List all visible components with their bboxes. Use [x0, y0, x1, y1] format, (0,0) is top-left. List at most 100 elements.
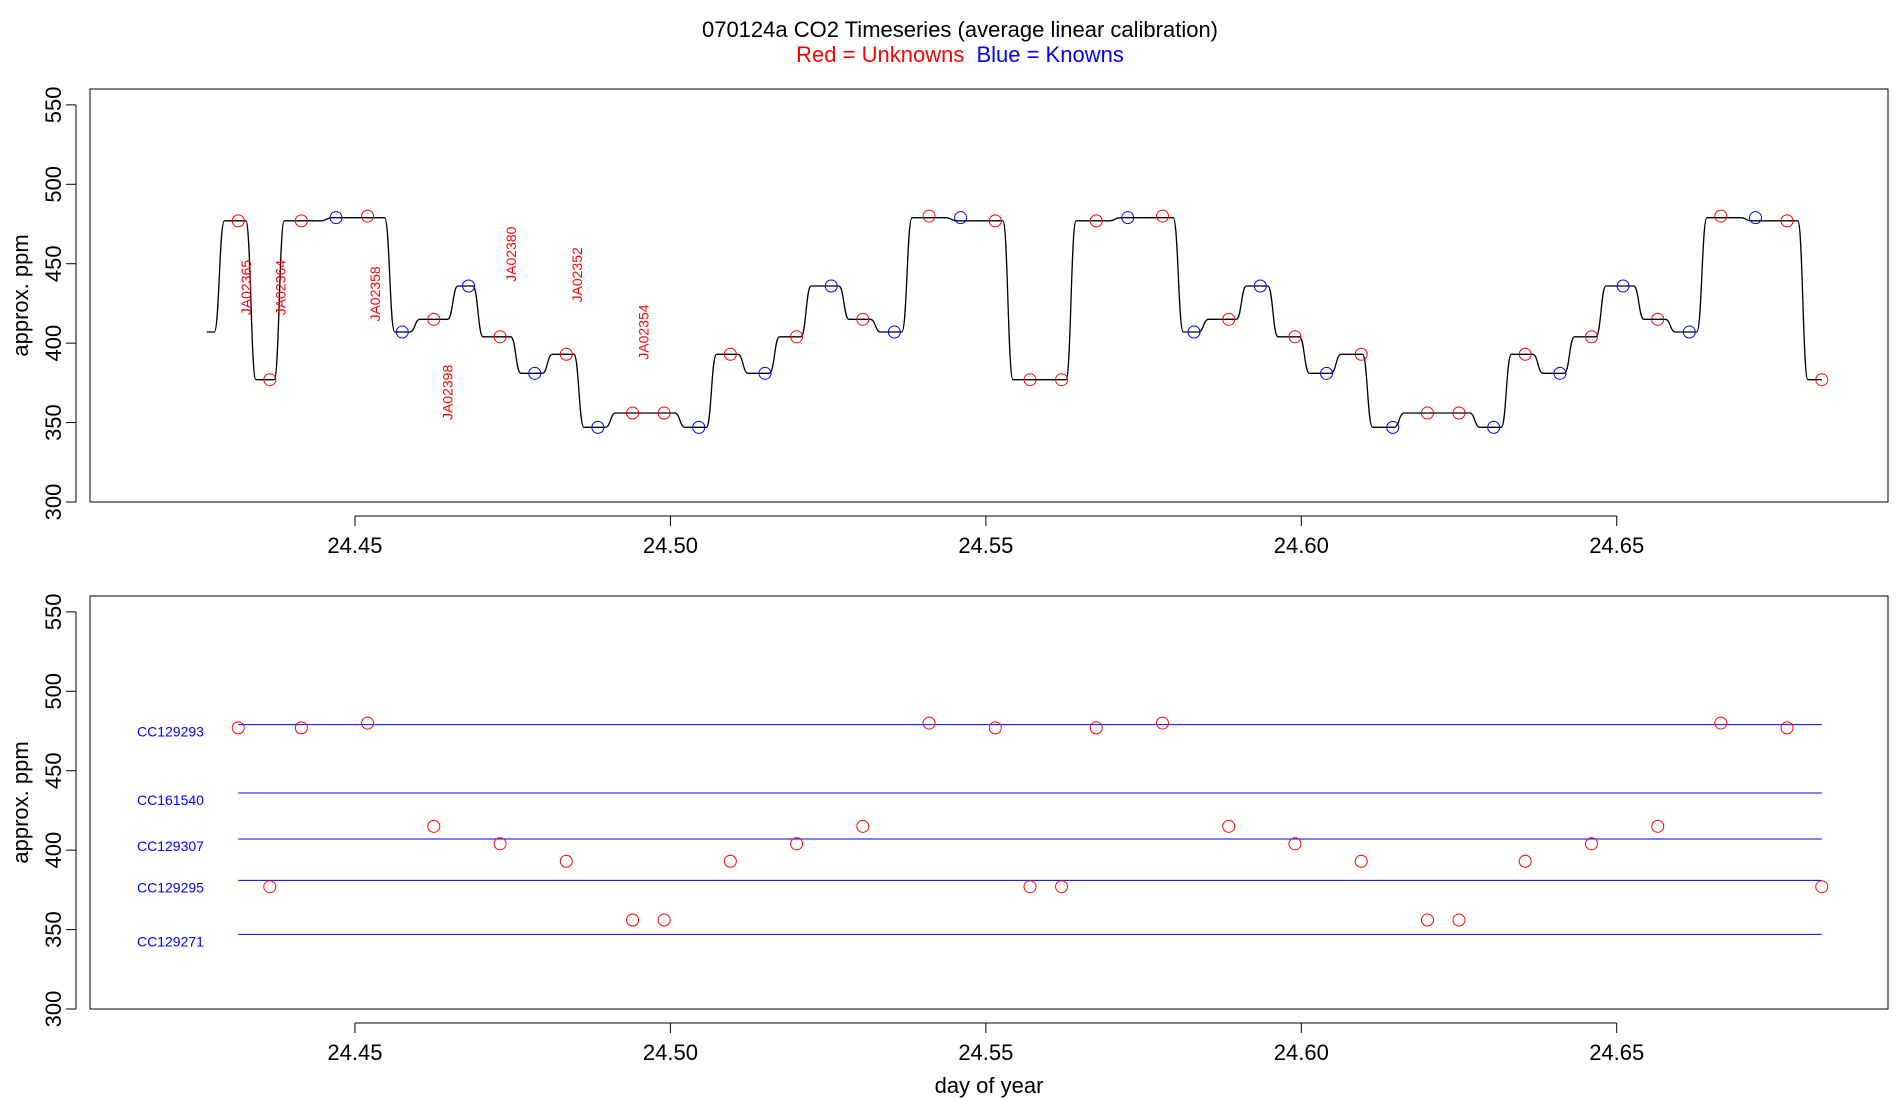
plot-frame: [89, 595, 1889, 1010]
unknown-point: [1452, 406, 1466, 420]
y-tick-label: 400: [41, 325, 66, 362]
unknown-point: [626, 406, 640, 420]
reference-label-cc161540: CC161540: [137, 792, 204, 808]
x-tick-label: 24.60: [1274, 533, 1329, 558]
unknown-point: [1354, 854, 1368, 868]
unknown-point: [427, 312, 441, 326]
known-point: [824, 279, 838, 293]
unknown-point: [1780, 214, 1794, 228]
sample-id-label: JA02380: [503, 226, 519, 281]
y-tick-label: 400: [41, 832, 66, 869]
unknown-point: [856, 312, 870, 326]
known-point: [528, 366, 542, 380]
unknown-point: [1651, 312, 1665, 326]
unknown-point: [1023, 880, 1037, 894]
known-point: [1253, 279, 1267, 293]
unknown-point: [493, 837, 507, 851]
known-point: [1682, 325, 1696, 339]
legend-unknowns: Red = Unknowns: [796, 42, 964, 67]
sample-id-label: JA02364: [273, 260, 289, 315]
x-tick-label: 24.50: [643, 533, 698, 558]
unknown-point: [361, 716, 375, 730]
unknown-point: [427, 819, 441, 833]
unknown-point: [1155, 716, 1169, 730]
y-tick-label: 300: [41, 484, 66, 521]
known-point: [692, 420, 706, 434]
x-tick-label: 24.45: [327, 1040, 382, 1065]
legend-knowns: Blue = Knowns: [976, 42, 1123, 67]
sample-id-label: JA02358: [367, 266, 383, 321]
known-point: [1616, 279, 1630, 293]
known-point: [758, 366, 772, 380]
y-axis-label: approx. ppm: [8, 234, 33, 356]
sample-id-label: JA02365: [238, 260, 254, 315]
reference-label-cc129271: CC129271: [137, 933, 204, 949]
y-tick-label: 450: [41, 245, 66, 282]
unknown-point: [1714, 716, 1728, 730]
reference-label-cc129295: CC129295: [137, 879, 204, 895]
known-point: [1386, 420, 1400, 434]
unknown-point: [1288, 837, 1302, 851]
unknown-point: [361, 209, 375, 223]
x-tick-label: 24.55: [958, 533, 1013, 558]
unknown-point: [231, 721, 245, 735]
y-axis-label: approx. ppm: [8, 741, 33, 863]
known-point: [1121, 211, 1135, 225]
known-point: [1553, 366, 1567, 380]
legend: Red = Unknowns Blue = Knowns: [796, 42, 1124, 67]
unknown-point: [263, 373, 277, 387]
unknown-point: [657, 406, 671, 420]
bottom-panel-scatter: 300 350 400 450 500 550 approx. ppm 24.45 24.50 2…: [8, 594, 1889, 1098]
y-tick-label: 450: [41, 752, 66, 789]
known-point: [591, 420, 605, 434]
y-tick-label: 350: [41, 404, 66, 441]
unknown-point: [1089, 214, 1103, 228]
top-panel-timeseries: 300 350 400 450 500 550 approx. ppm 24.45 24.50 2…: [8, 87, 1889, 558]
unknown-point: [988, 721, 1002, 735]
unknown-point: [559, 347, 573, 361]
unknown-point: [1055, 880, 1069, 894]
y-tick-label: 500: [41, 166, 66, 203]
unknown-point: [1055, 373, 1069, 387]
x-tick-label: 24.55: [958, 1040, 1013, 1065]
unknown-point: [856, 819, 870, 833]
unknown-point: [1089, 721, 1103, 735]
known-point: [887, 325, 901, 339]
unknown-point: [1023, 373, 1037, 387]
co2-trace-line: [206, 217, 1822, 428]
unknown-point: [657, 913, 671, 927]
y-tick-label: 550: [41, 594, 66, 631]
unknown-point: [1815, 880, 1829, 894]
unknown-point: [922, 209, 936, 223]
known-point: [462, 279, 476, 293]
y-tick-label: 550: [41, 87, 66, 124]
unknown-point: [790, 837, 804, 851]
sample-id-label: JA02398: [440, 365, 456, 420]
x-tick-label: 24.50: [643, 1040, 698, 1065]
unknown-point: [1222, 819, 1236, 833]
unknown-point: [1815, 373, 1829, 387]
unknown-point: [922, 716, 936, 730]
figure-title: 070124a CO2 Timeseries (average linear c…: [702, 17, 1218, 42]
known-point: [1487, 420, 1501, 434]
unknown-point: [1420, 913, 1434, 927]
y-tick-label: 300: [41, 991, 66, 1028]
unknown-point: [294, 721, 308, 735]
known-point: [1187, 325, 1201, 339]
unknown-point: [1780, 721, 1794, 735]
sample-id-label: JA02352: [569, 247, 585, 302]
x-tick-label: 24.45: [327, 533, 382, 558]
unknown-point: [1452, 913, 1466, 927]
unknown-point: [1288, 330, 1302, 344]
unknown-point: [723, 347, 737, 361]
unknown-point: [493, 330, 507, 344]
x-tick-label: 24.65: [1589, 1040, 1644, 1065]
unknown-point: [1222, 312, 1236, 326]
known-point: [954, 211, 968, 225]
unknown-point: [559, 854, 573, 868]
plot-frame: [89, 88, 1889, 503]
known-point: [1749, 211, 1763, 225]
unknown-point: [1714, 209, 1728, 223]
unknown-point: [1155, 209, 1169, 223]
unknown-point: [1420, 406, 1434, 420]
